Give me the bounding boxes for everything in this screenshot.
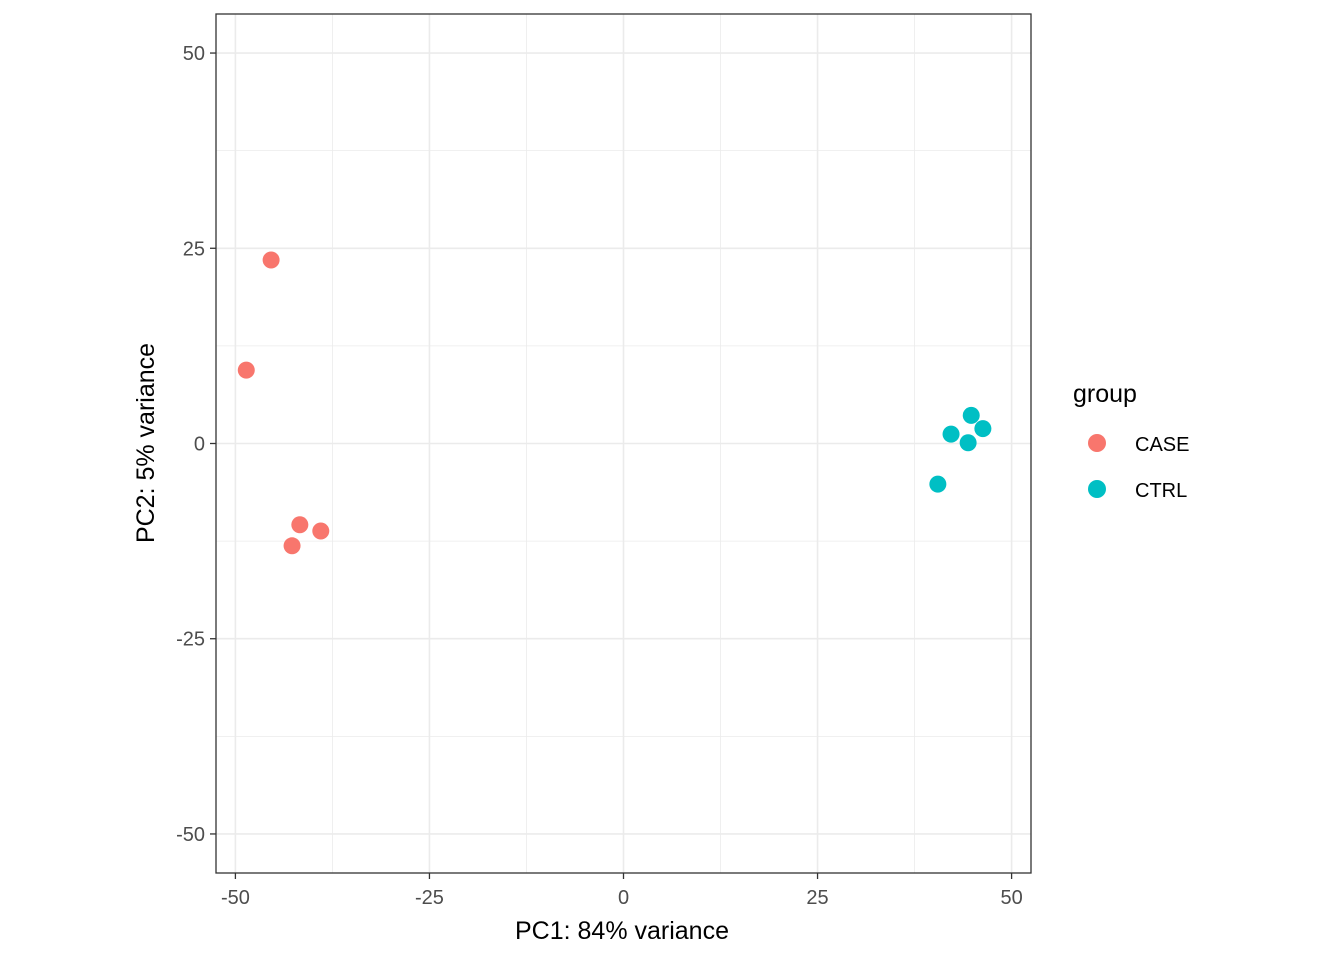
data-point-case (237, 361, 255, 379)
legend-entries: CASE CTRL (1088, 434, 1189, 502)
legend-title: group (1073, 380, 1137, 408)
x-tick-label: -25 (415, 887, 444, 909)
y-tick-label: 50 (183, 43, 205, 65)
grid-lines (216, 14, 1031, 873)
data-point-ctrl (929, 475, 947, 493)
data-point-ctrl (959, 434, 977, 452)
data-points (237, 251, 992, 555)
x-axis: -50 -25 0 25 50 (221, 873, 1023, 909)
x-tick-label: 0 (618, 887, 629, 909)
data-point-case (262, 251, 280, 269)
x-axis-title: PC1: 84% variance (515, 917, 729, 945)
data-point-case (291, 516, 309, 534)
data-point-case (283, 537, 301, 555)
x-tick-label: 25 (806, 887, 828, 909)
data-point-case (312, 522, 330, 540)
legend-key-case (1088, 434, 1106, 452)
legend-label-case: CASE (1135, 434, 1189, 456)
x-tick-label: 50 (1000, 887, 1022, 909)
data-point-ctrl (942, 425, 960, 443)
legend-label-ctrl: CTRL (1135, 480, 1187, 502)
y-axis: -50 -25 0 25 50 (176, 43, 216, 846)
legend: group CASE CTRL (1073, 380, 1189, 502)
y-tick-label: -50 (176, 824, 205, 846)
legend-key-ctrl (1088, 480, 1106, 498)
y-tick-label: 0 (194, 434, 205, 456)
y-tick-label: -25 (176, 629, 205, 651)
y-tick-label: 25 (183, 238, 205, 260)
data-point-ctrl (962, 406, 980, 424)
x-tick-label: -50 (221, 887, 250, 909)
y-axis-title: PC2: 5% variance (132, 343, 160, 543)
data-point-ctrl (974, 420, 992, 438)
